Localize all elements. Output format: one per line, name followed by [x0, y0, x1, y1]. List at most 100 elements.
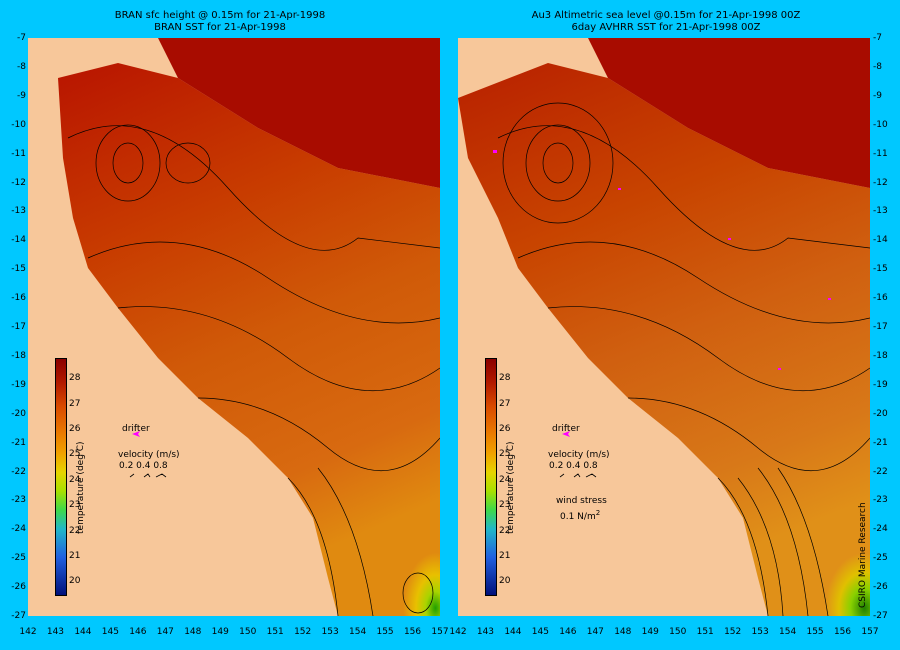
left-colorbar — [55, 358, 67, 596]
right-x-tick-label: 156 — [833, 627, 852, 637]
left-drifter-label: drifter — [122, 424, 150, 434]
right-colorbar — [485, 358, 497, 596]
left-x-tick-label: 144 — [74, 627, 92, 637]
right-y-tick-label: -26 — [873, 582, 888, 593]
left-colorbar-tick: 21 — [69, 550, 81, 561]
right-x-tick-label: 154 — [779, 627, 797, 637]
credit-text: CSIRO Marine Research — [858, 502, 868, 608]
right-y-tick-label: -18 — [873, 350, 888, 361]
left-velocity-arrows-icon — [129, 473, 167, 478]
right-wind-value: 0.1 N/m — [560, 512, 596, 522]
right-x-tick-label: 155 — [806, 627, 824, 637]
left-y-tick-label: -15 — [11, 264, 26, 275]
right-velocity-arrows-icon — [559, 473, 597, 478]
left-colorbar-tick: 26 — [69, 424, 81, 435]
right-colorbar-tick: 26 — [499, 424, 511, 435]
left-x-tick-label: 146 — [129, 627, 147, 637]
sea-level-contours — [497, 102, 870, 616]
left-velocity-label: velocity (m/s) — [118, 450, 180, 460]
right-wind-value-group: 0.1 N/m2 — [560, 508, 600, 522]
left-colorbar-tick: 28 — [69, 373, 81, 384]
right-y-tick-label: -16 — [873, 293, 888, 304]
left-y-tick-label: -11 — [11, 148, 26, 159]
left-sst-map — [58, 38, 440, 616]
left-x-tick-label: 154 — [349, 627, 367, 637]
right-x-tick-label: 142 — [449, 627, 467, 637]
left-drifter-icon — [132, 431, 140, 437]
left-y-tick-label: -24 — [11, 524, 26, 535]
left-x-tick-label: 156 — [403, 627, 422, 637]
right-y-tick-label: -21 — [873, 437, 888, 448]
left-y-tick-label: -13 — [11, 206, 26, 217]
left-y-tick-label: -7 — [17, 33, 26, 43]
left-x-tick-label: 155 — [376, 627, 394, 637]
right-colorbar-tick: 27 — [499, 398, 511, 409]
right-y-tick-label: -25 — [873, 553, 888, 564]
left-y-tick-label: -21 — [11, 437, 26, 448]
right-y-tick-label: -13 — [873, 206, 888, 217]
left-colorbar-tick: 23 — [69, 500, 81, 511]
right-sst-map — [458, 38, 870, 616]
right-x-tick-label: 149 — [641, 627, 659, 637]
left-y-tick-label: -27 — [11, 611, 26, 621]
cool-water — [758, 458, 870, 616]
right-x-tick-label: 146 — [559, 627, 577, 637]
right-y-tick-label: -14 — [873, 235, 888, 246]
right-colorbar-tick: 25 — [499, 449, 511, 460]
sea-area — [58, 63, 440, 616]
right-colorbar-tick: 21 — [499, 550, 511, 561]
right-y-tick-label: -22 — [873, 466, 888, 477]
right-y-tick-label: -27 — [873, 611, 888, 621]
left-y-tick-label: -26 — [11, 582, 26, 593]
wind-stress-markers — [493, 150, 831, 370]
left-y-tick-label: -18 — [11, 350, 26, 361]
left-colorbar-tick: 20 — [69, 576, 81, 587]
right-y-tick-label: -17 — [873, 322, 888, 332]
left-y-tick-label: -16 — [11, 293, 26, 304]
right-x-tick-label: 143 — [476, 627, 495, 637]
left-y-tick-label: -8 — [17, 61, 26, 72]
right-wind-label: wind stress — [556, 496, 607, 506]
left-x-tick-label: 149 — [211, 627, 229, 637]
left-colorbar-tick: 24 — [69, 474, 81, 485]
left-x-tick-label: 142 — [19, 627, 37, 637]
left-title-line1: BRAN sfc height @ 0.15m for 21-Apr-1998 — [114, 10, 326, 21]
left-y-tick-label: -20 — [11, 408, 26, 419]
right-velocity-label: velocity (m/s) — [548, 450, 610, 460]
left-colorbar-tick: 27 — [69, 398, 81, 409]
right-y-tick-label: -11 — [873, 148, 888, 159]
right-colorbar-tick: 22 — [499, 525, 511, 536]
left-y-tick-label: -17 — [11, 322, 26, 332]
right-y-tick-label: -19 — [873, 379, 888, 390]
left-y-tick-label: -19 — [11, 379, 26, 390]
left-x-tick-label: 153 — [321, 627, 339, 637]
right-x-tick-label: 148 — [614, 627, 632, 637]
left-colorbar-tick: 25 — [69, 449, 81, 460]
left-velocity-values: 0.2 0.4 0.8 — [119, 461, 168, 471]
left-colorbar-tick: 22 — [69, 525, 81, 536]
right-x-tick-label: 151 — [696, 627, 714, 637]
left-x-tick-label: 152 — [294, 627, 312, 637]
left-y-tick-label: -10 — [11, 119, 26, 130]
right-drifter-label: drifter — [552, 424, 580, 434]
right-velocity-values: 0.2 0.4 0.8 — [549, 461, 598, 471]
right-colorbar-tick: 24 — [499, 474, 511, 485]
left-y-tick-label: -9 — [17, 90, 26, 101]
right-drifter-icon — [562, 431, 570, 437]
right-y-tick-label: -15 — [873, 264, 888, 275]
right-map-panel: temperature (deg C) drifter velocity (m/… — [458, 38, 870, 616]
left-panel-title: BRAN sfc height @ 0.15m for 21-Apr-1998 … — [10, 10, 430, 34]
right-y-tick-label: -8 — [873, 61, 882, 72]
right-colorbar-tick: 28 — [499, 373, 511, 384]
sea-height-contours — [67, 124, 440, 616]
right-x-tick-label: 150 — [669, 627, 687, 637]
right-x-tick-label: 144 — [504, 627, 522, 637]
northern-sea — [588, 38, 870, 188]
right-x-tick-label: 145 — [531, 627, 549, 637]
right-y-tick-label: -10 — [873, 119, 888, 130]
right-x-tick-label: 152 — [724, 627, 742, 637]
left-map-panel: temperature (deg C) drifter velocity (m/… — [28, 38, 440, 616]
right-y-tick-label: -23 — [873, 495, 888, 506]
right-panel-title: Au3 Altimetric sea level @0.15m for 21-A… — [456, 10, 876, 34]
left-x-tick-label: 150 — [239, 627, 257, 637]
